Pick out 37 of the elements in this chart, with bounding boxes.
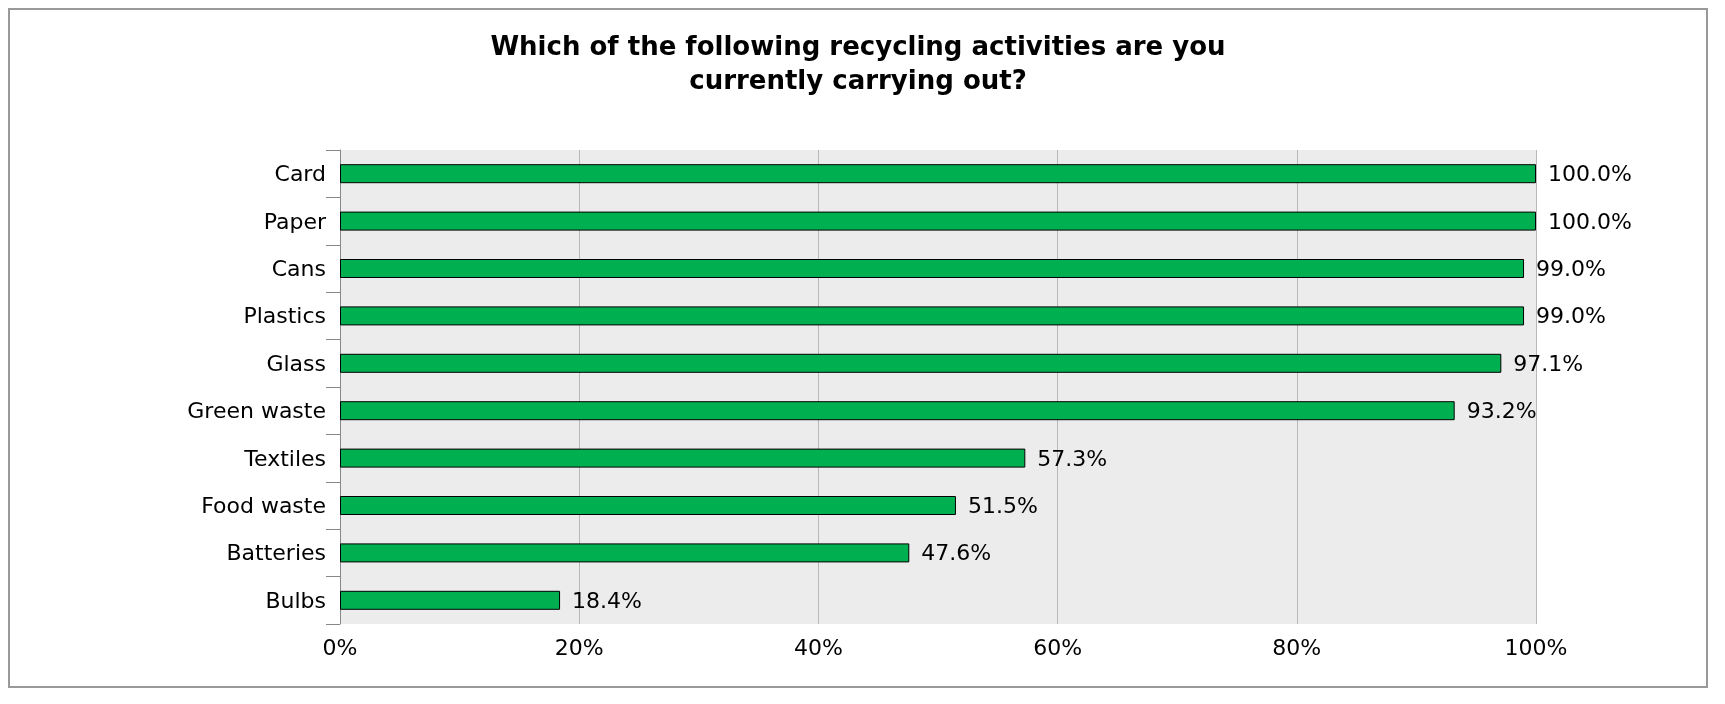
bar [340,306,1525,326]
x-tick-label: 60% [1033,634,1083,660]
y-tick-label: Plastics [243,303,326,329]
x-tick-label: 20% [554,634,604,660]
data-label: 99.0% [1536,303,1606,329]
data-label: 18.4% [572,587,642,613]
data-label: 100.0% [1548,208,1632,234]
data-label: 97.1% [1513,350,1584,376]
x-tick-label: 40% [793,634,843,660]
chart-title: Which of the following recycling activities are you currently carrying out? [490,31,1226,95]
bar [340,259,1525,278]
y-tick-label: Food waste [201,493,326,518]
x-tick-label: 80% [1272,634,1322,660]
y-tick-label: Batteries [226,540,326,566]
data-label: 57.3% [1037,445,1108,471]
bar [340,353,1502,373]
data-label: 99.0% [1536,256,1606,281]
bar [340,211,1536,231]
data-label: 51.5% [967,493,1038,518]
y-tick-label: Paper [263,208,327,234]
y-tick-label: Textiles [243,445,326,471]
y-tick-label: Green waste [187,398,326,424]
y-tick-label: Cans [271,256,326,281]
y-tick-label: Bulbs [265,587,326,613]
data-label: 47.6% [921,540,992,566]
bar [340,401,1455,421]
data-label: 100.0% [1548,161,1632,187]
bar [340,590,561,610]
bar [340,543,910,563]
x-tick-label: 0% [322,634,358,660]
y-tick-label: Glass [266,350,326,376]
bar [340,448,1026,468]
x-tick-label: 100% [1504,634,1568,660]
y-tick-label: Card [274,161,326,187]
bar [340,164,1536,184]
bar [340,496,956,515]
data-label: 93.2% [1466,398,1537,424]
